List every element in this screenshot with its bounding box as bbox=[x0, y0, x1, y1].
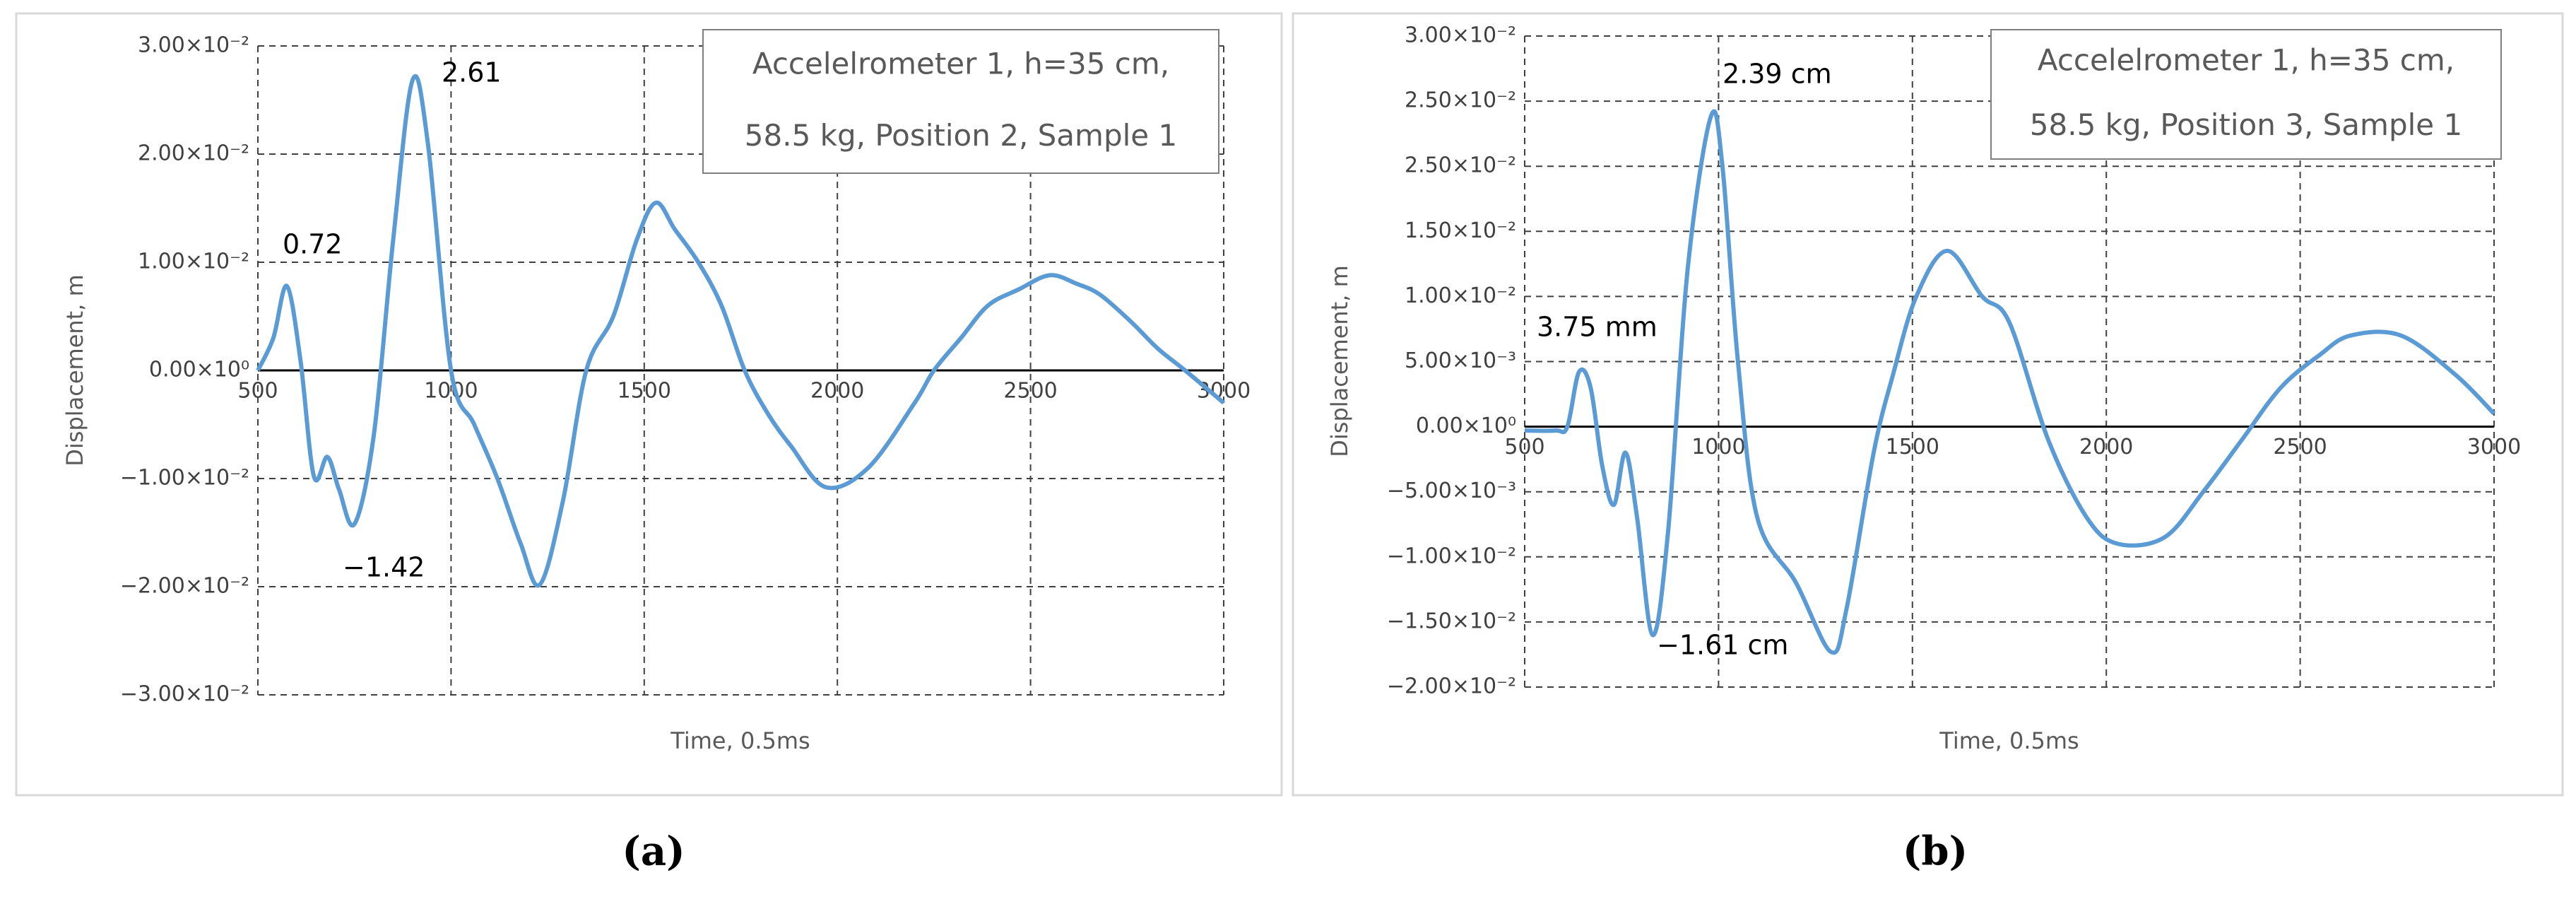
x-tick-label: 1500 bbox=[1886, 435, 1939, 459]
x-tick-label: 500 bbox=[237, 379, 278, 404]
x-axis-title: Time, 0.5ms bbox=[670, 727, 810, 754]
note-line: 58.5 kg, Position 3, Sample 1 bbox=[2030, 107, 2462, 142]
y-tick-label: 1.00×10⁻² bbox=[138, 250, 249, 274]
y-tick-label: −2.00×10⁻² bbox=[120, 574, 249, 599]
x-tick-label: 3000 bbox=[2467, 435, 2521, 459]
y-tick-label: 5.00×10⁻³ bbox=[1405, 348, 1516, 373]
note-box bbox=[1990, 29, 2502, 160]
y-tick-label: 3.00×10⁻² bbox=[138, 33, 249, 58]
data-line bbox=[256, 74, 1225, 588]
y-tick-label: 2.00×10⁻² bbox=[138, 141, 249, 166]
x-axis-title: Time, 0.5ms bbox=[1939, 727, 2079, 754]
x-tick-label: 1500 bbox=[618, 379, 671, 404]
data-line bbox=[1524, 109, 2496, 655]
y-tick-label: −3.00×10⁻² bbox=[120, 682, 249, 707]
x-tick-label: 1000 bbox=[1691, 435, 1745, 459]
note-line: 58.5 kg, Position 2, Sample 1 bbox=[745, 118, 1177, 153]
note-line: Accelelrometer 1, h=35 cm, bbox=[2038, 42, 2454, 77]
x-tick-label: 500 bbox=[1504, 435, 1544, 459]
y-tick-label: −2.00×10⁻² bbox=[1387, 674, 1516, 699]
x-tick-label: 2000 bbox=[810, 379, 864, 404]
x-tick-label: 1000 bbox=[424, 379, 478, 404]
y-tick-label: 2.50×10⁻² bbox=[1405, 88, 1516, 113]
y-tick-label: 0.00×10⁰ bbox=[1416, 414, 1516, 438]
y-tick-label: 2.50×10⁻² bbox=[1405, 153, 1516, 178]
x-tick-label: 3000 bbox=[1197, 379, 1251, 404]
annotation: 0.72 bbox=[283, 229, 343, 260]
y-tick-label: −5.00×10⁻³ bbox=[1387, 479, 1516, 503]
x-tick-label: 2500 bbox=[1003, 379, 1057, 404]
annotation: 3.75 mm bbox=[1537, 312, 1658, 343]
caption: (b) bbox=[1903, 828, 1968, 875]
y-tick-label: −1.00×10⁻² bbox=[1387, 544, 1516, 568]
x-tick-label: 2500 bbox=[2273, 435, 2327, 459]
y-tick-label: −1.50×10⁻² bbox=[1387, 609, 1516, 633]
annotation: −1.42 bbox=[343, 552, 425, 583]
x-tick-label: 2000 bbox=[2079, 435, 2133, 459]
note-box bbox=[702, 29, 1219, 174]
y-tick-label: 3.00×10⁻² bbox=[1405, 23, 1516, 48]
y-tick-label: −1.00×10⁻² bbox=[120, 466, 249, 491]
y-axis-title: Displacement, m bbox=[1326, 265, 1353, 457]
y-tick-label: 1.00×10⁻² bbox=[1405, 283, 1516, 308]
annotation: 2.61 bbox=[442, 57, 502, 88]
annotation: 2.39 cm bbox=[1723, 59, 1832, 90]
panel-frame bbox=[1292, 12, 2564, 797]
caption: (a) bbox=[622, 828, 685, 875]
panel-frame bbox=[15, 12, 1283, 797]
annotation: −1.61 cm bbox=[1657, 630, 1788, 661]
y-tick-label: 0.00×10⁰ bbox=[149, 358, 249, 382]
y-axis-title: Displacement, m bbox=[61, 274, 88, 467]
y-tick-label: 1.50×10⁻² bbox=[1405, 218, 1516, 243]
note-line: Accelelrometer 1, h=35 cm, bbox=[752, 46, 1169, 81]
